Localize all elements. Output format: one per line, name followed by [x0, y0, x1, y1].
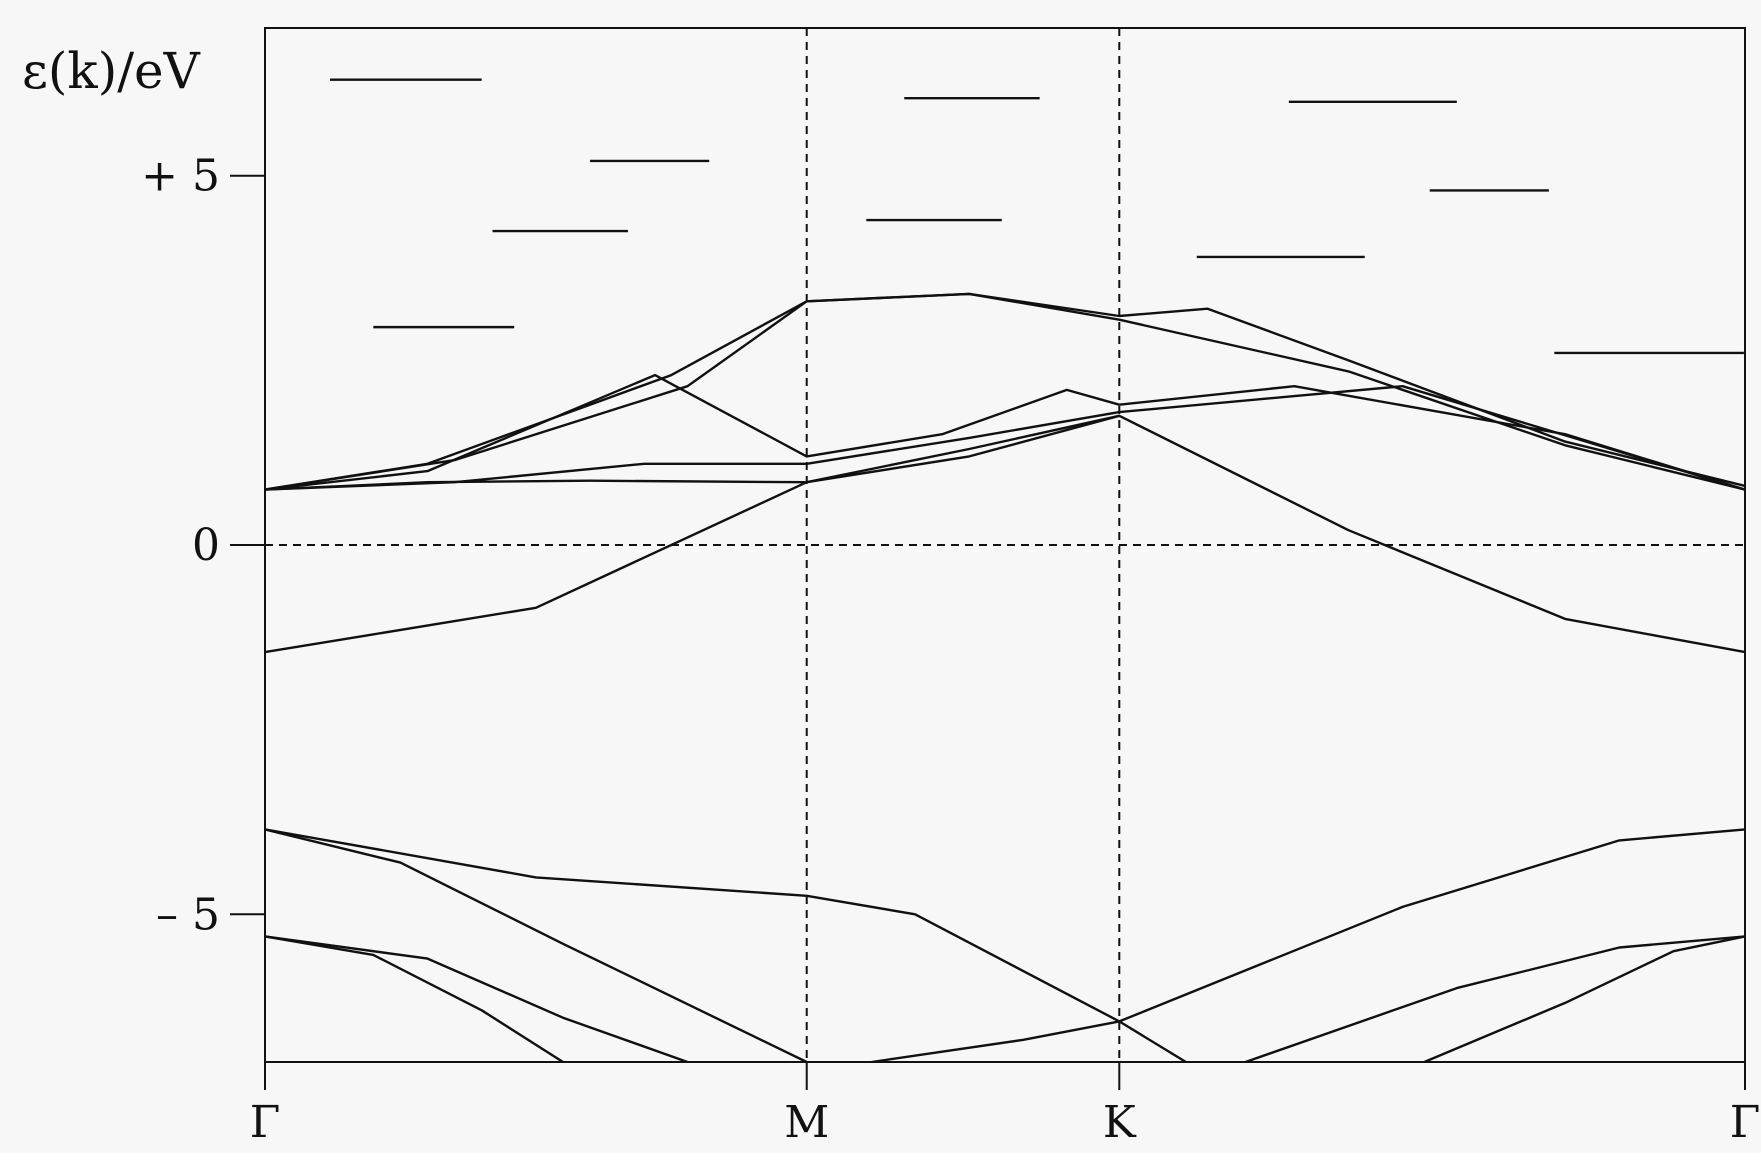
- band-line: [1245, 935, 1746, 1064]
- level-segments: [330, 78, 1744, 355]
- band-line: [264, 935, 688, 1064]
- band-line: [264, 414, 1120, 491]
- y-tick-label: + 5: [141, 151, 220, 202]
- band-lines: [264, 292, 1746, 1064]
- band-line: [264, 292, 1746, 491]
- x-tick-label: Γ: [250, 1097, 281, 1148]
- reference-lines: [265, 28, 1745, 1062]
- band-line: [264, 385, 1746, 491]
- x-tick-label: Γ: [1730, 1097, 1761, 1148]
- band-line: [264, 373, 1746, 491]
- band-line: [264, 828, 808, 1064]
- band-line: [264, 292, 1746, 491]
- y-tick-label: – 5: [156, 889, 220, 940]
- band-line: [1423, 935, 1746, 1064]
- x-tick-label: K: [1103, 1097, 1137, 1148]
- band-line: [264, 414, 1746, 654]
- y-tick-label: 0: [192, 520, 220, 571]
- band-line: [871, 828, 1746, 1064]
- y-axis-label: ε(k)/eV: [22, 42, 201, 100]
- band-line: [264, 828, 1187, 1064]
- y-ticks: + 5 0 – 5: [141, 151, 265, 940]
- x-tick-label: M: [784, 1097, 829, 1148]
- band-line: [264, 935, 564, 1064]
